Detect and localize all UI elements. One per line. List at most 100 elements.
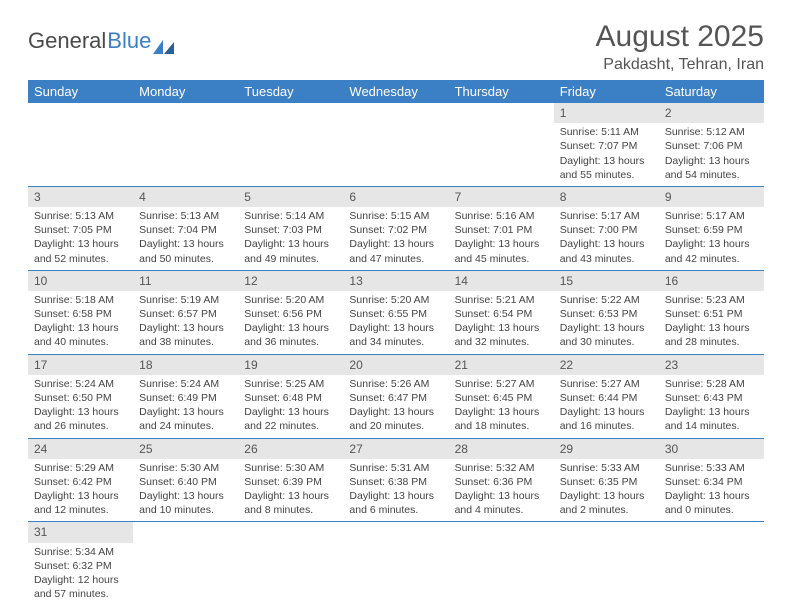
calendar-row: 31Sunrise: 5:34 AMSunset: 6:32 PMDayligh… — [28, 522, 764, 605]
sunset-text: Sunset: 6:51 PM — [665, 307, 758, 321]
calendar-cell: 9Sunrise: 5:17 AMSunset: 6:59 PMDaylight… — [659, 186, 764, 270]
daylight-text-1: Daylight: 13 hours — [455, 489, 548, 503]
daylight-text-2: and 10 minutes. — [139, 503, 232, 517]
logo: GeneralBlue — [28, 28, 175, 54]
day-number: 1 — [554, 103, 659, 123]
day-body: Sunrise: 5:23 AMSunset: 6:51 PMDaylight:… — [659, 291, 764, 354]
calendar-cell: 8Sunrise: 5:17 AMSunset: 7:00 PMDaylight… — [554, 186, 659, 270]
calendar-cell — [238, 522, 343, 605]
calendar-cell: 27Sunrise: 5:31 AMSunset: 6:38 PMDayligh… — [343, 438, 448, 522]
calendar-table: SundayMondayTuesdayWednesdayThursdayFrid… — [28, 80, 764, 605]
daylight-text-1: Daylight: 13 hours — [34, 237, 127, 251]
day-number: 31 — [28, 522, 133, 542]
daylight-text-2: and 0 minutes. — [665, 503, 758, 517]
calendar-cell: 6Sunrise: 5:15 AMSunset: 7:02 PMDaylight… — [343, 186, 448, 270]
calendar-cell: 1Sunrise: 5:11 AMSunset: 7:07 PMDaylight… — [554, 103, 659, 186]
calendar-cell: 25Sunrise: 5:30 AMSunset: 6:40 PMDayligh… — [133, 438, 238, 522]
calendar-cell: 13Sunrise: 5:20 AMSunset: 6:55 PMDayligh… — [343, 270, 448, 354]
calendar-row: 1Sunrise: 5:11 AMSunset: 7:07 PMDaylight… — [28, 103, 764, 186]
daylight-text-2: and 2 minutes. — [560, 503, 653, 517]
calendar-cell: 31Sunrise: 5:34 AMSunset: 6:32 PMDayligh… — [28, 522, 133, 605]
sunrise-text: Sunrise: 5:18 AM — [34, 293, 127, 307]
day-number: 2 — [659, 103, 764, 123]
daylight-text-1: Daylight: 13 hours — [560, 154, 653, 168]
weekday-header: Tuesday — [238, 80, 343, 103]
day-body: Sunrise: 5:28 AMSunset: 6:43 PMDaylight:… — [659, 375, 764, 438]
day-number: 17 — [28, 355, 133, 375]
daylight-text-2: and 36 minutes. — [244, 335, 337, 349]
weekday-header: Friday — [554, 80, 659, 103]
daylight-text-2: and 28 minutes. — [665, 335, 758, 349]
sunset-text: Sunset: 7:05 PM — [34, 223, 127, 237]
daylight-text-2: and 4 minutes. — [455, 503, 548, 517]
daylight-text-1: Daylight: 13 hours — [244, 321, 337, 335]
sunrise-text: Sunrise: 5:30 AM — [139, 461, 232, 475]
calendar-body: 1Sunrise: 5:11 AMSunset: 7:07 PMDaylight… — [28, 103, 764, 605]
calendar-cell: 30Sunrise: 5:33 AMSunset: 6:34 PMDayligh… — [659, 438, 764, 522]
calendar-row: 17Sunrise: 5:24 AMSunset: 6:50 PMDayligh… — [28, 354, 764, 438]
day-body: Sunrise: 5:33 AMSunset: 6:34 PMDaylight:… — [659, 459, 764, 522]
sunset-text: Sunset: 6:50 PM — [34, 391, 127, 405]
sunset-text: Sunset: 6:34 PM — [665, 475, 758, 489]
day-number: 14 — [449, 271, 554, 291]
calendar-cell: 10Sunrise: 5:18 AMSunset: 6:58 PMDayligh… — [28, 270, 133, 354]
sunrise-text: Sunrise: 5:25 AM — [244, 377, 337, 391]
sunset-text: Sunset: 7:02 PM — [349, 223, 442, 237]
daylight-text-1: Daylight: 13 hours — [244, 237, 337, 251]
sunrise-text: Sunrise: 5:12 AM — [665, 125, 758, 139]
daylight-text-2: and 6 minutes. — [349, 503, 442, 517]
sunrise-text: Sunrise: 5:16 AM — [455, 209, 548, 223]
page-header: GeneralBlue August 2025 Pakdasht, Tehran… — [28, 20, 764, 74]
sunset-text: Sunset: 6:55 PM — [349, 307, 442, 321]
calendar-cell: 26Sunrise: 5:30 AMSunset: 6:39 PMDayligh… — [238, 438, 343, 522]
day-body: Sunrise: 5:27 AMSunset: 6:44 PMDaylight:… — [554, 375, 659, 438]
daylight-text-1: Daylight: 13 hours — [139, 237, 232, 251]
calendar-cell: 7Sunrise: 5:16 AMSunset: 7:01 PMDaylight… — [449, 186, 554, 270]
daylight-text-2: and 26 minutes. — [34, 419, 127, 433]
calendar-cell: 4Sunrise: 5:13 AMSunset: 7:04 PMDaylight… — [133, 186, 238, 270]
weekday-header: Sunday — [28, 80, 133, 103]
day-number: 19 — [238, 355, 343, 375]
day-number: 7 — [449, 187, 554, 207]
sunset-text: Sunset: 6:57 PM — [139, 307, 232, 321]
daylight-text-1: Daylight: 13 hours — [560, 405, 653, 419]
day-body: Sunrise: 5:20 AMSunset: 6:55 PMDaylight:… — [343, 291, 448, 354]
daylight-text-2: and 14 minutes. — [665, 419, 758, 433]
daylight-text-2: and 49 minutes. — [244, 252, 337, 266]
calendar-cell: 17Sunrise: 5:24 AMSunset: 6:50 PMDayligh… — [28, 354, 133, 438]
calendar-cell: 14Sunrise: 5:21 AMSunset: 6:54 PMDayligh… — [449, 270, 554, 354]
day-number: 22 — [554, 355, 659, 375]
sunrise-text: Sunrise: 5:20 AM — [244, 293, 337, 307]
calendar-cell — [238, 103, 343, 186]
daylight-text-2: and 16 minutes. — [560, 419, 653, 433]
day-number: 6 — [343, 187, 448, 207]
day-body: Sunrise: 5:34 AMSunset: 6:32 PMDaylight:… — [28, 543, 133, 606]
sunset-text: Sunset: 6:36 PM — [455, 475, 548, 489]
day-number: 11 — [133, 271, 238, 291]
weekday-header-row: SundayMondayTuesdayWednesdayThursdayFrid… — [28, 80, 764, 103]
day-body: Sunrise: 5:26 AMSunset: 6:47 PMDaylight:… — [343, 375, 448, 438]
calendar-cell: 5Sunrise: 5:14 AMSunset: 7:03 PMDaylight… — [238, 186, 343, 270]
location: Pakdasht, Tehran, Iran — [596, 56, 764, 74]
sunset-text: Sunset: 6:39 PM — [244, 475, 337, 489]
month-title: August 2025 — [596, 20, 764, 54]
daylight-text-2: and 12 minutes. — [34, 503, 127, 517]
day-body: Sunrise: 5:30 AMSunset: 6:40 PMDaylight:… — [133, 459, 238, 522]
daylight-text-2: and 47 minutes. — [349, 252, 442, 266]
day-number: 20 — [343, 355, 448, 375]
sail-icon — [153, 34, 175, 48]
sunrise-text: Sunrise: 5:14 AM — [244, 209, 337, 223]
day-body: Sunrise: 5:27 AMSunset: 6:45 PMDaylight:… — [449, 375, 554, 438]
daylight-text-2: and 40 minutes. — [34, 335, 127, 349]
calendar-cell — [133, 522, 238, 605]
day-number: 12 — [238, 271, 343, 291]
calendar-cell: 29Sunrise: 5:33 AMSunset: 6:35 PMDayligh… — [554, 438, 659, 522]
day-body: Sunrise: 5:20 AMSunset: 6:56 PMDaylight:… — [238, 291, 343, 354]
day-body: Sunrise: 5:15 AMSunset: 7:02 PMDaylight:… — [343, 207, 448, 270]
daylight-text-1: Daylight: 13 hours — [34, 321, 127, 335]
day-number: 21 — [449, 355, 554, 375]
sunset-text: Sunset: 6:40 PM — [139, 475, 232, 489]
calendar-cell: 23Sunrise: 5:28 AMSunset: 6:43 PMDayligh… — [659, 354, 764, 438]
logo-word-1: General — [28, 28, 106, 54]
sunrise-text: Sunrise: 5:33 AM — [560, 461, 653, 475]
